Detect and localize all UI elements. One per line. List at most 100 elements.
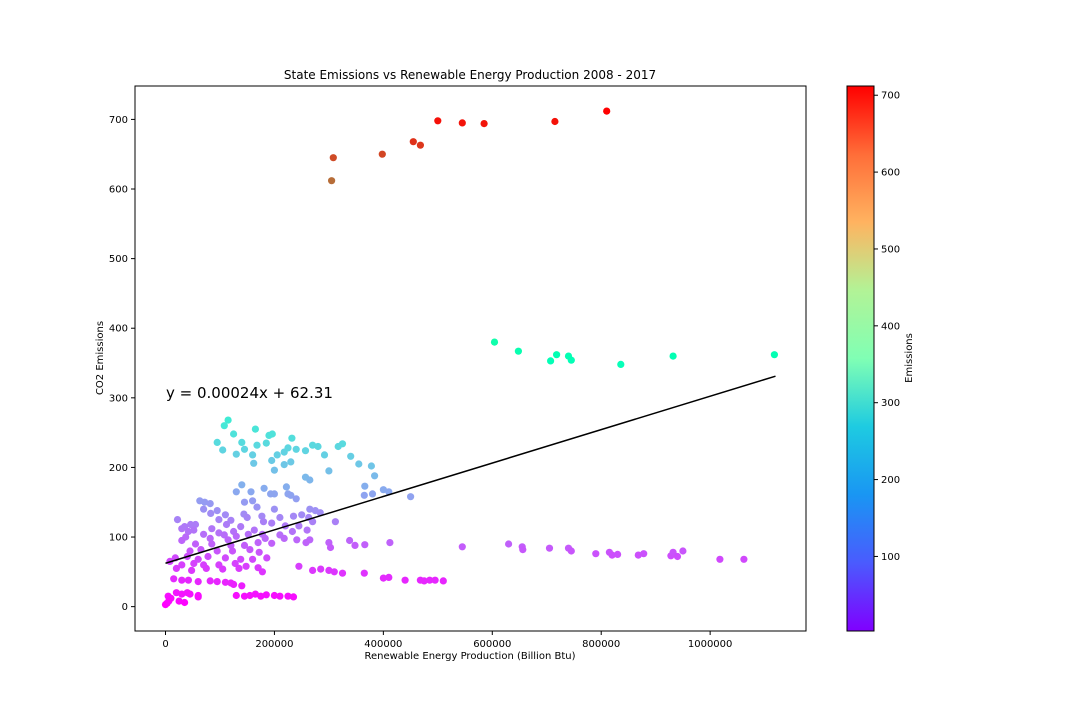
- data-point: [306, 505, 314, 513]
- data-point: [215, 529, 223, 537]
- data-point: [439, 577, 447, 585]
- data-point: [273, 451, 281, 459]
- colorbar-label: Emissions: [904, 333, 915, 383]
- data-point: [640, 550, 648, 558]
- data-point: [221, 578, 229, 586]
- data-point: [246, 591, 254, 600]
- data-point: [669, 352, 677, 360]
- data-point: [246, 546, 254, 554]
- colorbar-tick-label: 700: [881, 91, 900, 102]
- data-point: [303, 526, 311, 534]
- data-point: [360, 569, 368, 577]
- data-point: [224, 536, 232, 544]
- data-point: [505, 540, 513, 548]
- x-axis-ticks: 0 200000 400000 600000 800000 1000000: [162, 631, 732, 650]
- data-point: [240, 541, 249, 550]
- data-point: [232, 532, 240, 540]
- data-point: [206, 534, 214, 543]
- colorbar-gradient: [846, 85, 875, 632]
- data-point: [608, 551, 616, 559]
- data-point: [232, 450, 240, 458]
- data-point: [295, 522, 303, 530]
- data-point: [379, 486, 387, 494]
- data-point: [346, 536, 354, 545]
- data-point: [224, 416, 232, 424]
- data-point: [191, 520, 200, 529]
- data-point: [219, 446, 227, 454]
- data-point: [320, 451, 329, 459]
- data-point: [260, 484, 268, 492]
- data-point: [220, 531, 228, 539]
- data-point: [222, 520, 231, 529]
- y-tick-label: 200: [109, 463, 128, 474]
- data-point: [208, 525, 216, 533]
- data-point: [178, 536, 186, 545]
- data-point: [368, 490, 377, 498]
- colorbar-tick-label: 300: [881, 398, 900, 409]
- data-point: [221, 554, 229, 562]
- data-point: [181, 598, 189, 607]
- data-point: [309, 566, 317, 575]
- data-point: [213, 578, 221, 586]
- x-axis-label: Renewable Energy Production (Billion Btu…: [364, 651, 575, 662]
- data-point: [480, 120, 488, 128]
- data-point: [238, 438, 246, 446]
- colorbar: 100 200 300 400 500 600 700 Emissions: [846, 85, 915, 632]
- data-point: [213, 547, 221, 555]
- data-point: [240, 445, 249, 453]
- data-point: [325, 566, 333, 575]
- data-point: [740, 555, 748, 563]
- data-point: [514, 347, 523, 355]
- data-point: [190, 559, 198, 568]
- data-point: [426, 576, 434, 584]
- data-point: [230, 430, 238, 438]
- data-point: [204, 552, 212, 561]
- data-point: [317, 565, 325, 573]
- data-point: [347, 452, 355, 460]
- data-point: [553, 351, 561, 359]
- data-point: [188, 566, 196, 575]
- data-point: [244, 530, 252, 538]
- data-point: [386, 539, 394, 547]
- colorbar-tick-label: 600: [881, 168, 900, 179]
- data-point: [178, 576, 186, 584]
- data-point: [178, 561, 186, 569]
- data-point: [242, 562, 250, 570]
- data-point: [314, 442, 322, 451]
- data-point: [191, 540, 200, 548]
- data-point: [407, 493, 415, 501]
- data-point: [186, 590, 194, 598]
- data-point: [238, 582, 246, 590]
- x-tick-label: 200000: [255, 639, 293, 650]
- data-point: [298, 511, 306, 519]
- plot-area-frame: [134, 85, 807, 632]
- data-point: [262, 591, 270, 599]
- data-point: [367, 462, 375, 470]
- data-point: [301, 447, 310, 455]
- data-point: [519, 546, 527, 554]
- data-point: [249, 497, 257, 505]
- x-tick-label: 400000: [364, 639, 402, 650]
- data-point: [379, 574, 387, 582]
- data-point: [295, 562, 303, 570]
- data-point: [251, 590, 259, 598]
- data-point: [208, 540, 216, 548]
- x-tick-label: 1000000: [688, 639, 733, 650]
- data-point: [213, 507, 221, 515]
- data-point: [219, 565, 227, 573]
- data-point: [287, 458, 295, 466]
- data-point: [258, 512, 266, 520]
- data-point: [567, 547, 575, 555]
- data-point: [215, 516, 223, 524]
- data-point: [360, 491, 368, 499]
- data-point: [716, 555, 724, 563]
- data-point: [249, 451, 257, 459]
- chart-title: State Emissions vs Renewable Energy Prod…: [284, 68, 656, 82]
- data-point: [268, 456, 276, 465]
- data-point: [221, 511, 229, 519]
- data-point: [292, 495, 300, 503]
- y-tick-label: 100: [109, 533, 128, 544]
- data-point: [251, 425, 259, 433]
- data-point: [184, 576, 192, 584]
